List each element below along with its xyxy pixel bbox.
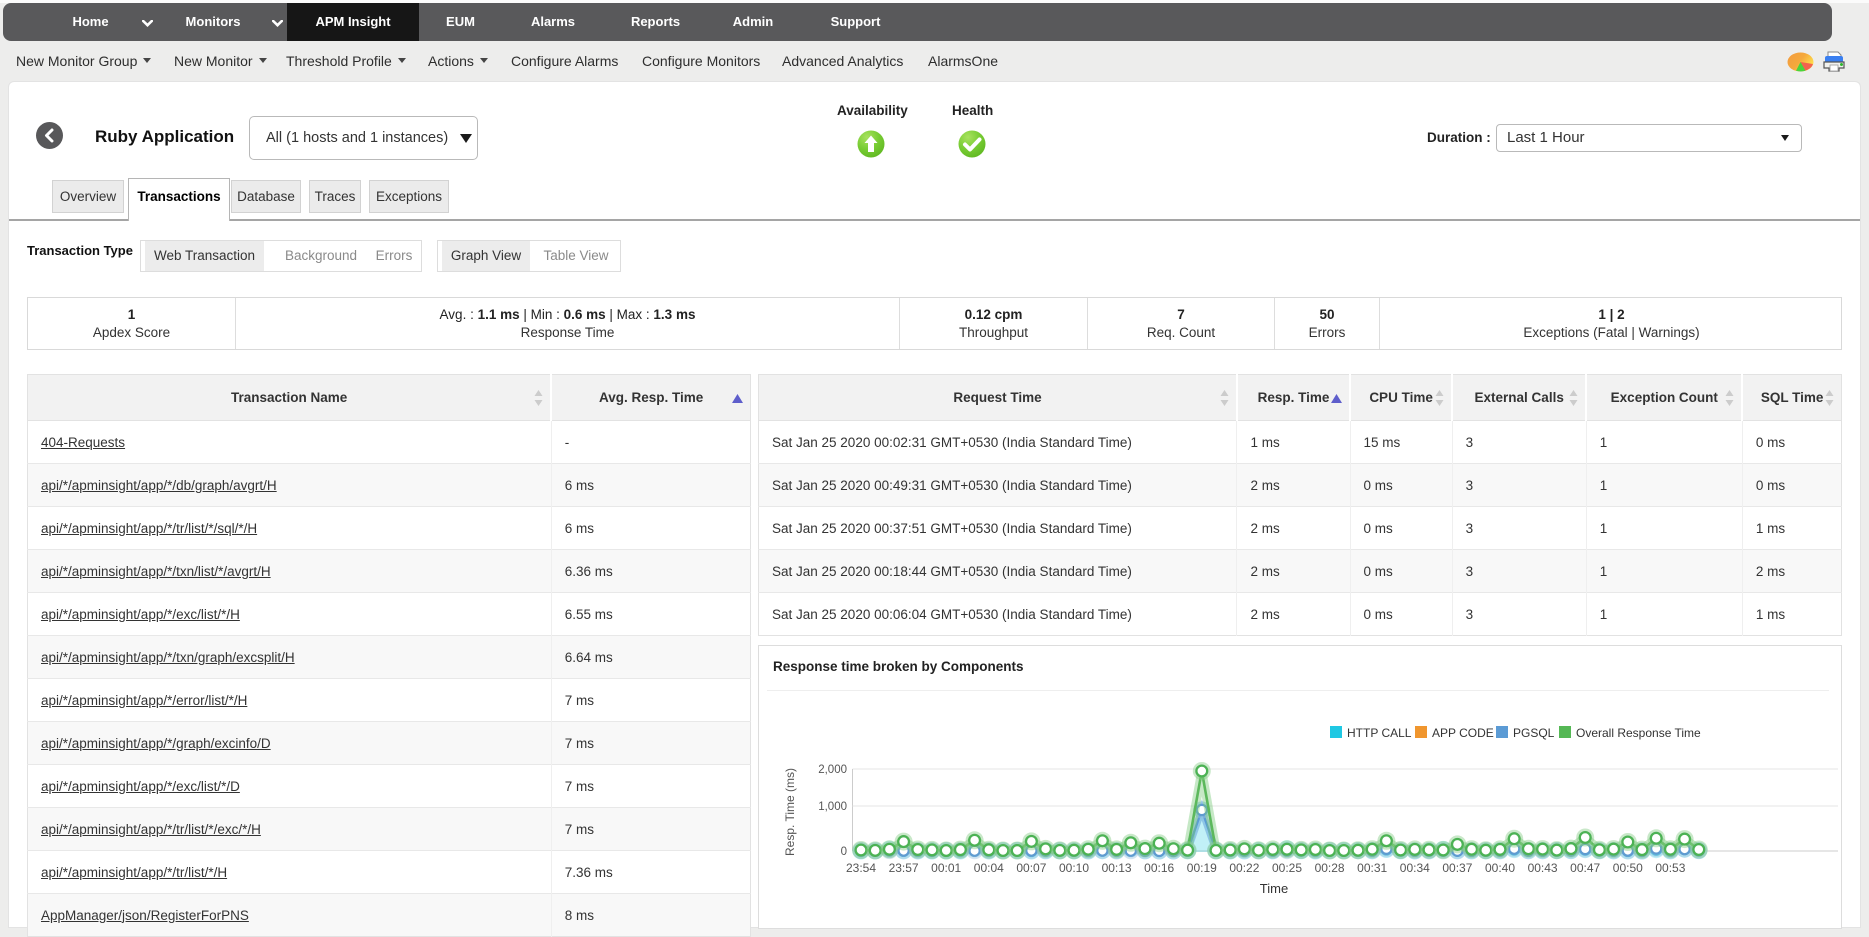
svg-text:00:19: 00:19 — [1187, 861, 1217, 875]
svg-text:0: 0 — [841, 846, 847, 858]
svg-text:00:34: 00:34 — [1400, 861, 1430, 875]
svg-text:2,000: 2,000 — [818, 764, 847, 776]
svg-text:00:16: 00:16 — [1144, 861, 1174, 875]
svg-text:00:53: 00:53 — [1655, 861, 1685, 875]
svg-text:00:40: 00:40 — [1485, 861, 1515, 875]
svg-text:00:31: 00:31 — [1357, 861, 1387, 875]
svg-text:00:25: 00:25 — [1272, 861, 1302, 875]
svg-text:1,000: 1,000 — [818, 801, 847, 813]
svg-text:Time: Time — [1260, 881, 1288, 896]
svg-text:Resp. Time (ms): Resp. Time (ms) — [783, 768, 797, 856]
svg-text:00:43: 00:43 — [1528, 861, 1558, 875]
svg-text:00:28: 00:28 — [1315, 861, 1345, 875]
svg-text:00:50: 00:50 — [1613, 861, 1643, 875]
svg-text:23:54: 23:54 — [846, 861, 876, 875]
svg-text:00:10: 00:10 — [1059, 861, 1089, 875]
svg-text:23:57: 23:57 — [889, 861, 919, 875]
svg-text:APP CODE: APP CODE — [1432, 726, 1494, 740]
svg-text:HTTP CALL: HTTP CALL — [1347, 726, 1412, 740]
svg-text:00:22: 00:22 — [1229, 861, 1259, 875]
svg-text:00:07: 00:07 — [1016, 861, 1046, 875]
svg-text:00:01: 00:01 — [931, 861, 961, 875]
svg-text:00:37: 00:37 — [1442, 861, 1472, 875]
svg-text:PGSQL: PGSQL — [1513, 726, 1555, 740]
svg-text:00:13: 00:13 — [1102, 861, 1132, 875]
svg-text:Overall Response Time: Overall Response Time — [1576, 726, 1701, 740]
svg-text:00:04: 00:04 — [974, 861, 1004, 875]
svg-text:00:47: 00:47 — [1570, 861, 1600, 875]
